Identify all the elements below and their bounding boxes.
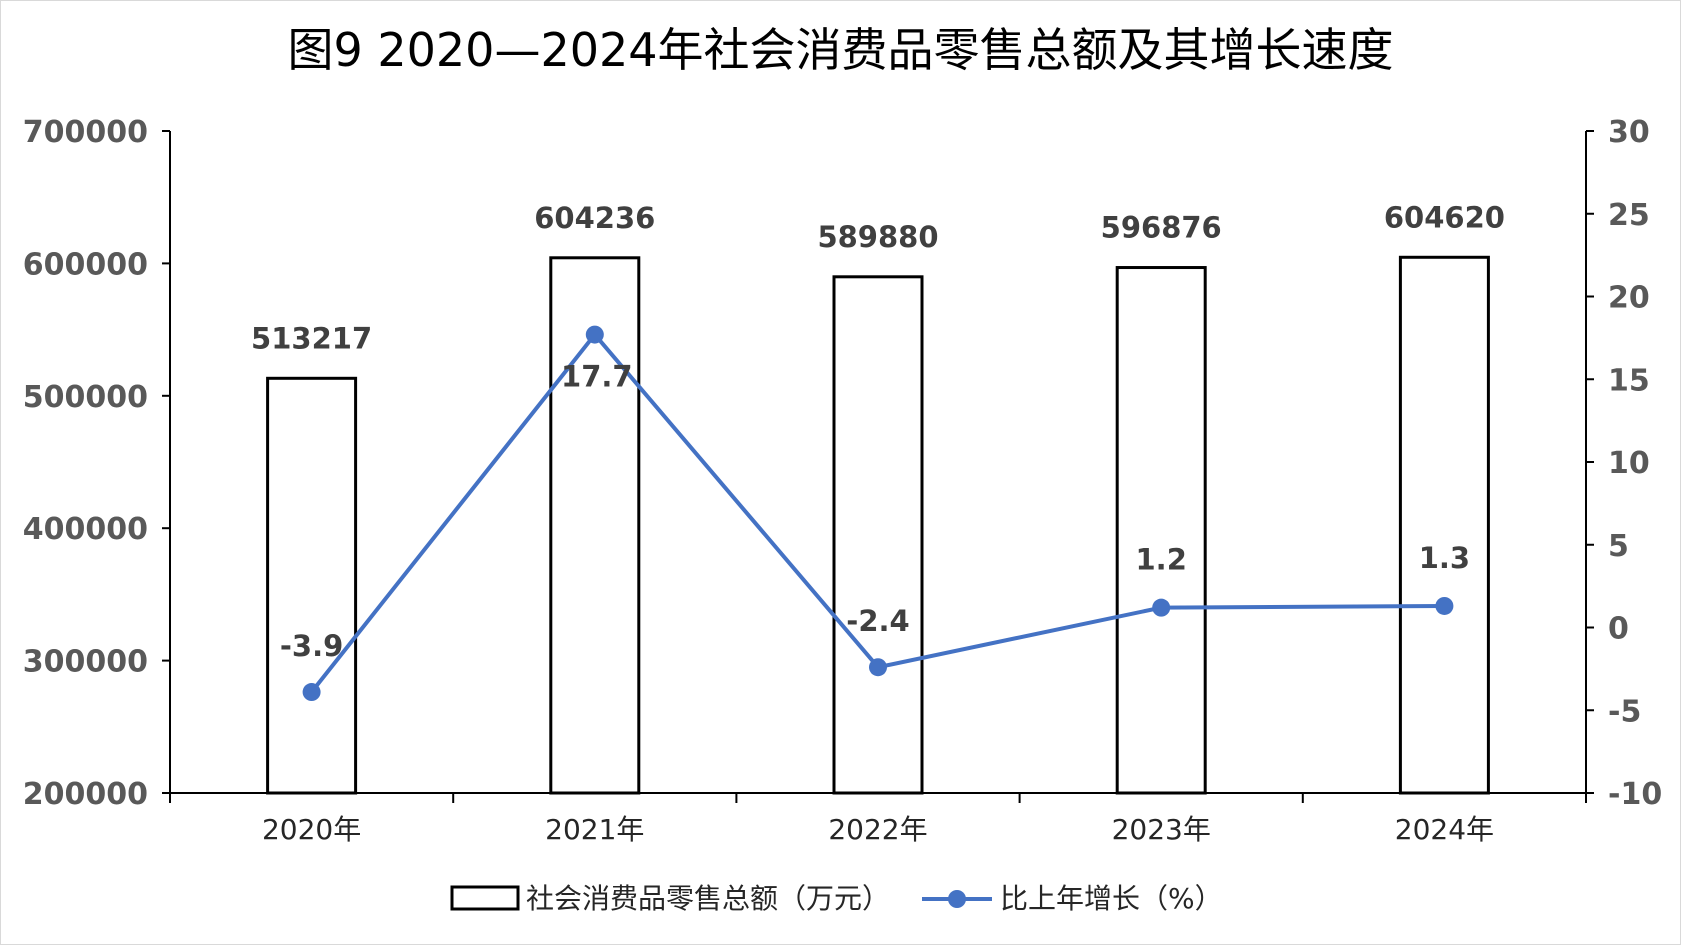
y-right-tick-label: 10 xyxy=(1608,446,1650,481)
bar-value-label: 604620 xyxy=(1384,200,1505,234)
growth-point xyxy=(869,658,887,677)
bar-value-label: 513217 xyxy=(251,321,372,355)
bar-value-label: 596876 xyxy=(1101,211,1222,245)
legend-line-label: 比上年增长（%） xyxy=(1000,882,1223,915)
bar xyxy=(832,275,924,795)
y-right-tick-label: 0 xyxy=(1608,612,1629,647)
y-left-tick-label: 300000 xyxy=(23,645,148,680)
y-right-tick-label: -10 xyxy=(1608,777,1662,812)
legend-bar-swatch xyxy=(450,885,520,911)
growth-value-label: 1.3 xyxy=(1419,541,1470,575)
y-right-tick-label: -5 xyxy=(1608,694,1641,729)
bar xyxy=(1115,266,1207,795)
legend-line-marker xyxy=(948,890,966,908)
y-right-tick-label: 25 xyxy=(1608,198,1650,233)
growth-point xyxy=(585,325,604,344)
legend: 社会消费品零售总额（万元） 比上年增长（%） xyxy=(450,882,1223,915)
legend-bar-label: 社会消费品零售总额（万元） xyxy=(526,882,890,915)
data-labels: 513217 604236 589880 596876 604620 -3.9 17.7 -2… xyxy=(251,200,1505,663)
x-tick-label: 2024年 xyxy=(1395,813,1494,846)
growth-value-label: -3.9 xyxy=(280,629,343,663)
chart-title: 图9 2020—2024年社会消费品零售总额及其增长速度 xyxy=(287,23,1394,77)
growth-point xyxy=(302,683,321,702)
y-left-tick-label: 400000 xyxy=(23,512,148,547)
bar xyxy=(549,256,641,795)
x-tick-label: 2023年 xyxy=(1112,813,1211,846)
y-left-tick-label: 200000 xyxy=(23,777,148,812)
y-left-tick-label: 600000 xyxy=(23,247,148,282)
bar xyxy=(1398,255,1490,795)
growth-point xyxy=(1435,596,1454,615)
y-right-tick-label: 20 xyxy=(1608,281,1650,316)
y-left-tick-label: 500000 xyxy=(23,380,148,415)
y-right-tick-label: 30 xyxy=(1608,115,1650,150)
bar-value-label: 604236 xyxy=(534,201,655,235)
growth-point xyxy=(1152,598,1171,617)
x-tick-label: 2021年 xyxy=(545,813,644,846)
x-tick-label: 2020年 xyxy=(262,813,361,846)
x-tick-label: 2022年 xyxy=(828,813,927,846)
y-right-tick-label: 15 xyxy=(1608,363,1650,398)
axes: 200000 300000 400000 500000 600000 700000 -10 -… xyxy=(23,115,1662,846)
growth-value-label: 17.7 xyxy=(561,360,633,394)
growth-value-label: 1.2 xyxy=(1136,543,1187,577)
bar-value-label: 589880 xyxy=(817,220,938,254)
y-right-tick-label: 5 xyxy=(1608,529,1629,564)
growth-value-label: -2.4 xyxy=(846,604,909,638)
bar xyxy=(266,376,358,795)
y-left-tick-label: 700000 xyxy=(23,115,148,150)
line-series xyxy=(302,325,1454,702)
bar-series xyxy=(266,255,1490,795)
